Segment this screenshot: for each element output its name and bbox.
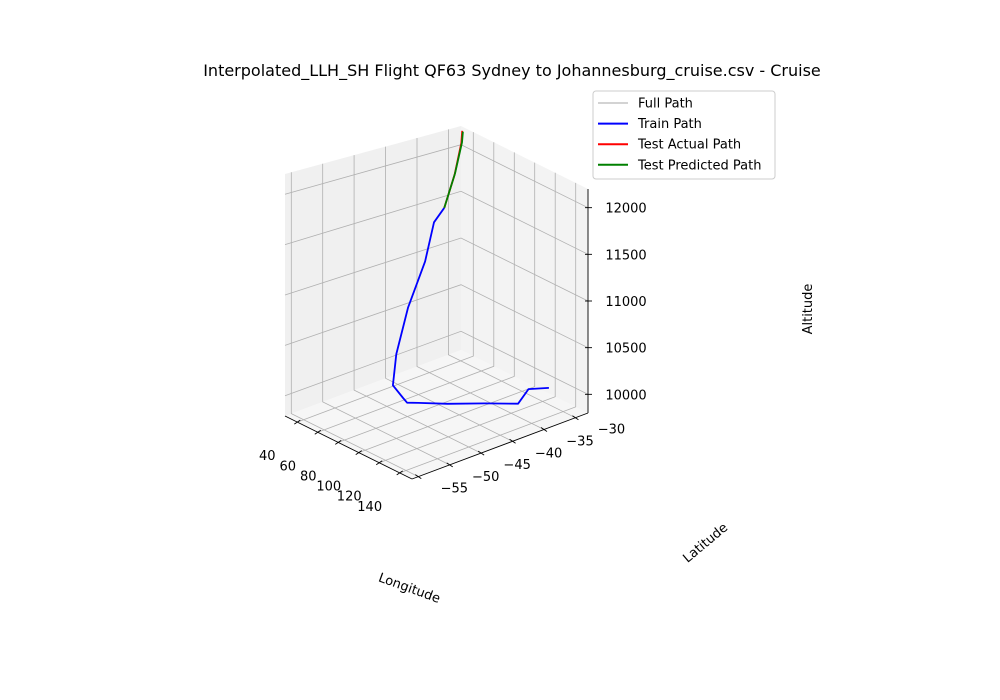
z-axis-label: Altitude	[801, 284, 816, 335]
y-tick-mark	[477, 450, 485, 456]
gridline-x	[297, 132, 474, 423]
y-tick-mark	[540, 427, 548, 432]
x-tick-label: 80	[300, 469, 317, 484]
x-tick-label: 120	[337, 490, 362, 505]
legend-label: Train Path	[637, 117, 702, 132]
gridline-y	[447, 129, 576, 419]
x-tick-label: 100	[316, 480, 341, 495]
x-tick-mark	[396, 470, 403, 476]
gridline-y	[322, 163, 450, 466]
axis-panes	[285, 126, 588, 479]
y-tick-label: −50	[472, 470, 499, 485]
legend-label: Full Path	[638, 97, 693, 112]
x-tick-label: 60	[280, 459, 297, 474]
legend: Full Path Train Path Test Actual Path Test …	[592, 90, 776, 180]
series-test-predicted-path	[443, 131, 464, 209]
x-tick-mark	[335, 440, 342, 445]
z-tick-label: 11500	[605, 248, 646, 263]
chart-title: Interpolated_LLH_SH Flight QF63 Sydney t…	[203, 61, 821, 81]
gridline-z	[284, 284, 589, 349]
x-tick-mark	[375, 460, 383, 466]
pane-floor	[285, 350, 588, 479]
y-axis-label: Latitude	[680, 520, 731, 566]
y-tick-label: −30	[598, 423, 625, 438]
gridline-x	[379, 172, 556, 464]
y-tick-label: −45	[503, 458, 530, 473]
x-tick-mark	[294, 419, 301, 425]
y-tick-mark	[509, 438, 516, 444]
gridline-z	[284, 190, 589, 255]
series-lines	[391, 130, 549, 405]
gridline-y	[353, 155, 482, 454]
y-tick-mark	[446, 462, 453, 468]
x-tick-label: 40	[259, 449, 276, 464]
y-tick-label: −35	[566, 435, 593, 450]
x-tick-label: 140	[357, 500, 382, 515]
z-tick-label: 11000	[605, 295, 646, 310]
z-tick-label: 10000	[605, 388, 646, 403]
grid-lines	[284, 129, 589, 477]
gridline-y	[385, 146, 513, 442]
y-tick-label: −40	[535, 446, 562, 461]
y-tick-label: −55	[441, 482, 468, 497]
y-axis-line	[411, 412, 589, 480]
gridline-y	[290, 172, 419, 477]
gridline-y	[416, 138, 545, 430]
gridline-x	[338, 152, 515, 443]
x-tick-mark	[355, 450, 362, 455]
z-tick-label: 10500	[605, 342, 646, 357]
series-train-path	[391, 207, 549, 405]
gridline-z	[284, 330, 589, 397]
x-axis-line	[284, 415, 413, 480]
y-tick-mark	[415, 474, 422, 480]
gridline-x	[358, 162, 536, 453]
x-tick-mark	[314, 429, 322, 435]
legend-label: Test Predicted Path	[637, 158, 761, 173]
legend-box	[592, 90, 776, 180]
gridline-z	[284, 237, 589, 302]
z-tick-label: 12000	[605, 202, 646, 217]
y-tick-mark	[572, 415, 579, 421]
gridline-x	[399, 182, 577, 474]
x-axis-label: Longitude	[376, 571, 442, 607]
legend-label: Test Actual Path	[637, 138, 741, 153]
gridline-x	[317, 142, 495, 433]
